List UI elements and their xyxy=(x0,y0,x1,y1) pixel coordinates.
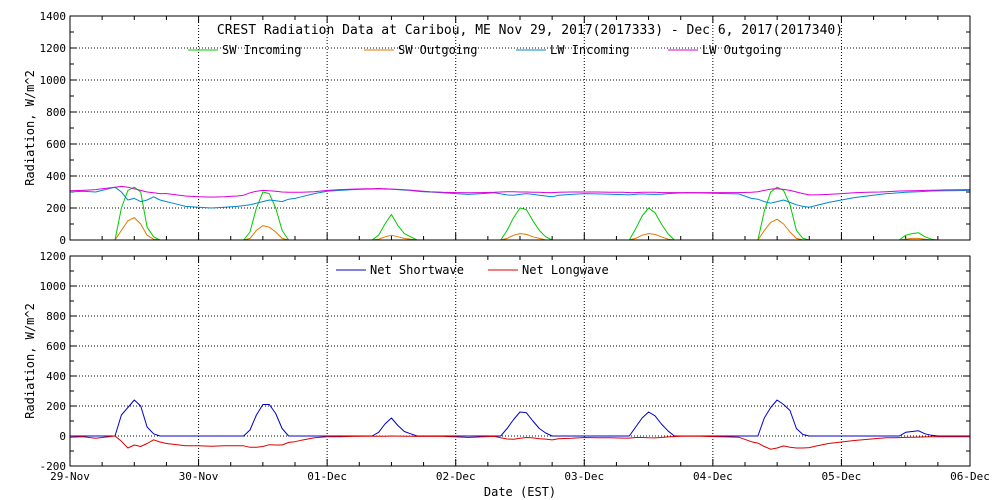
series-line-lw-incoming xyxy=(69,186,971,209)
plot-frame xyxy=(69,255,971,467)
x-tick-label: 02-Dec xyxy=(436,470,476,483)
y-tick-label: 400 xyxy=(46,370,66,383)
series-line-lw-outgoing xyxy=(69,185,971,198)
x-tick-label: 06-Dec xyxy=(950,470,990,483)
x-tick-label: 03-Dec xyxy=(564,470,604,483)
x-tick-label: 30-Nov xyxy=(179,470,219,483)
chart-title: CREST Radiation Data at Caribou, ME Nov … xyxy=(217,23,843,38)
legend-label: SW Outgoing xyxy=(398,43,477,57)
y-tick-label: 1000 xyxy=(40,280,67,293)
y-tick-label: 200 xyxy=(46,400,66,413)
legend-label: Net Shortwave xyxy=(370,263,464,277)
legend-label: LW Outgoing xyxy=(702,43,781,57)
y-tick-label: 200 xyxy=(46,202,66,215)
y-tick-label: 400 xyxy=(46,170,66,183)
y-tick-label: 600 xyxy=(46,138,66,151)
legend-label: LW Incoming xyxy=(550,43,629,57)
y-tick-label: 1000 xyxy=(40,74,67,87)
y-tick-label: 1200 xyxy=(40,42,67,55)
x-tick-label: 01-Dec xyxy=(307,470,347,483)
series-line-net-shortwave xyxy=(70,399,970,437)
legend-label: Net Longwave xyxy=(522,263,609,277)
plot-frame xyxy=(69,15,971,241)
x-tick-label: 05-Dec xyxy=(822,470,862,483)
y-tick-label: 1400 xyxy=(40,10,67,23)
y-tick-label: 0 xyxy=(59,430,66,443)
y-tick-label: 600 xyxy=(46,340,66,353)
x-tick-label: 04-Dec xyxy=(693,470,733,483)
x-axis-title: Date (EST) xyxy=(484,485,556,499)
lower-panel: -200 0 200 400 600 800 1000 1200 29-Nov 30-Nov 01-… xyxy=(23,250,990,499)
legend-label: SW Incoming xyxy=(222,43,301,57)
y-tick-label: -200 xyxy=(40,460,67,473)
y-tick-label: 1200 xyxy=(40,250,67,263)
x-tick-label: 29-Nov xyxy=(50,470,90,483)
y-tick-label: 800 xyxy=(46,310,66,323)
y-tick-label: 800 xyxy=(46,106,66,119)
y-axis-title: Radiation, W/m^2 xyxy=(23,70,37,186)
y-tick-label: 0 xyxy=(59,234,66,247)
y-axis-title: Radiation, W/m^2 xyxy=(23,303,37,419)
upper-panel: 0 200 400 600 800 1000 1200 1400 SW Incoming SW O… xyxy=(23,10,971,247)
series-line-net-longwave xyxy=(69,435,970,450)
